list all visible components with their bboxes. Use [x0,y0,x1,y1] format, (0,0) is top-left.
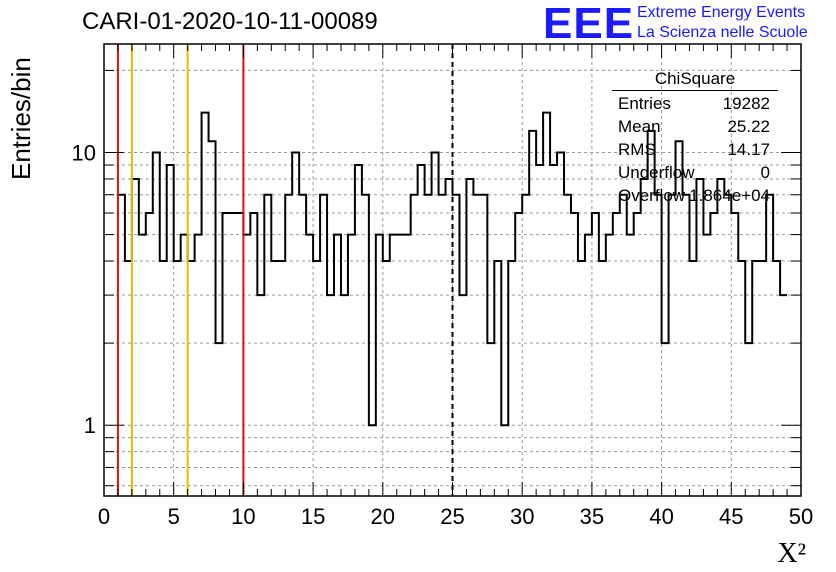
stats-title: ChiSquare [654,69,736,88]
eee-logo: EEE [543,0,635,48]
x-tick-label: 10 [231,504,255,529]
stats-key: Mean [618,117,661,136]
histogram-series [117,111,788,427]
x-tick-label: 35 [580,504,604,529]
stats-value: 25.22 [727,117,770,136]
logo-line-2: La Scienza nelle Scuole [637,24,808,41]
x-axis-label: X² [777,538,806,569]
stats-key: RMS [618,140,656,159]
y-axis-label: Entries/bin [6,57,36,180]
stats-value: 0 [760,163,770,182]
stats-divider [612,90,778,91]
y-tick-label: 10 [72,141,96,166]
x-tick-label: 5 [168,504,180,529]
stats-key: Underflow [618,163,695,182]
x-tick-label: 45 [719,504,743,529]
chart-title: CARI-01-2020-10-11-00089 [82,8,378,35]
stats-key: Overflow [618,186,686,205]
logo-line-1: Extreme Energy Events [637,4,806,21]
x-tick-label: 50 [789,504,813,529]
stats-value: 19282 [722,94,770,113]
x-tick-label: 20 [371,504,395,529]
x-tick-label: 30 [510,504,534,529]
stats-box: ChiSquare Entries 19282 Mean 25.22 RMS 1… [612,68,778,205]
y-tick-label: 1 [84,413,96,438]
x-tick-label: 25 [440,504,464,529]
x-tick-label: 40 [649,504,673,529]
stats-value: 14.17 [727,140,770,159]
stats-value: 1.864e+04 [689,186,770,205]
x-tick-label: 0 [98,504,110,529]
x-tick-label: 15 [301,504,325,529]
stats-key: Entries [618,94,671,113]
